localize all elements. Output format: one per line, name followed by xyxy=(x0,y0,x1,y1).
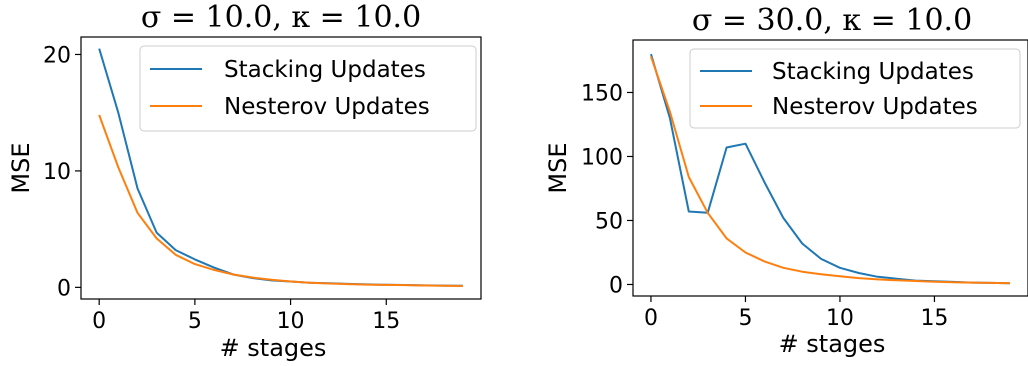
chart-2-xtick-label: 10 xyxy=(826,306,854,331)
chart-2-title: σ = 30.0, κ = 10.0 xyxy=(692,3,972,38)
chart-2-xtick-label: 5 xyxy=(738,306,752,331)
chart-1-ytick-label: 0 xyxy=(57,276,71,301)
chart-2-xlabel: # stages xyxy=(779,330,886,358)
chart-2-ytick-label: 100 xyxy=(581,145,623,170)
chart-1: σ = 10.0, κ = 10.0 0 5 10 15 0 10 20 # stages… xyxy=(7,0,482,362)
chart-1-xtick-label: 5 xyxy=(188,309,202,334)
chart-2: σ = 30.0, κ = 10.0 0 5 10 15 0 50 100 150 # st… xyxy=(544,3,1028,358)
chart-2-plot-area xyxy=(632,39,1028,297)
chart-1-xtick-label: 0 xyxy=(92,309,106,334)
chart-1-xlabel: # stages xyxy=(220,334,327,362)
chart-2-xtick-label: 15 xyxy=(920,306,948,331)
chart-2-legend: Stacking Updates Nesterov Updates xyxy=(689,48,1021,129)
chart-1-xtick-label: 10 xyxy=(277,309,305,334)
chart-2-xticks: 0 5 10 15 xyxy=(644,296,948,331)
chart-1-legend-label-nesterov: Nesterov Updates xyxy=(224,94,430,120)
chart-2-series-nesterov-line xyxy=(650,56,1011,285)
chart-1-ytick-label: 10 xyxy=(43,160,71,185)
chart-2-legend-box xyxy=(689,48,1021,129)
chart-1-ylabel: MSE xyxy=(7,142,35,193)
chart-2-ytick-label: 50 xyxy=(595,209,623,234)
chart-1-yticks: 0 10 20 xyxy=(43,43,81,301)
chart-2-xtick-label: 0 xyxy=(644,306,658,331)
chart-2-lines xyxy=(650,53,1011,285)
chart-1-xtick-label: 15 xyxy=(372,309,400,334)
chart-1-plot-area xyxy=(80,36,482,300)
chart-1-lines xyxy=(98,48,463,287)
chart-1-legend-box xyxy=(139,45,477,132)
chart-1-title: σ = 10.0, κ = 10.0 xyxy=(141,0,421,35)
chart-2-ylabel: MSE xyxy=(544,142,572,193)
chart-2-yticks: 0 50 100 150 xyxy=(581,81,633,298)
chart-2-legend-label-stacking: Stacking Updates xyxy=(772,59,974,85)
chart-1-series-nesterov-line xyxy=(98,114,463,287)
chart-1-ytick-label: 20 xyxy=(43,43,71,68)
chart-2-ytick-label: 0 xyxy=(609,273,623,298)
chart-2-legend-label-nesterov: Nesterov Updates xyxy=(772,94,978,120)
chart-1-xticks: 0 5 10 15 xyxy=(92,299,400,334)
chart-1-legend: Stacking Updates Nesterov Updates xyxy=(139,45,477,132)
chart-2-ytick-label: 150 xyxy=(581,81,623,106)
chart-1-legend-label-stacking: Stacking Updates xyxy=(224,57,426,83)
